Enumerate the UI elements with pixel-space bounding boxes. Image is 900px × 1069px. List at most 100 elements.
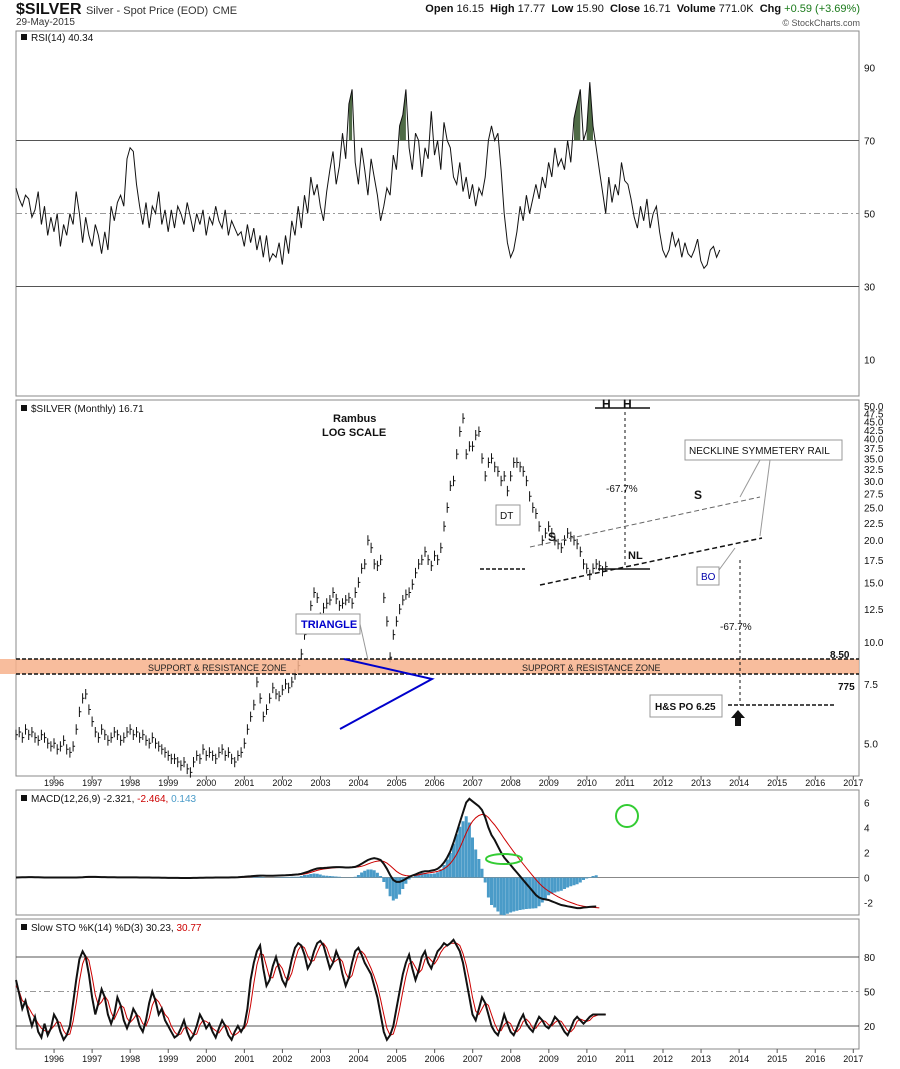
xaxis-1-label-15: 2011: [615, 778, 634, 788]
sto-panel: 20 50 80: [15, 938, 876, 1042]
dt-label: DT: [500, 511, 513, 522]
open-label: Open: [425, 3, 454, 15]
macd-panel: -2 0 2 4 6: [15, 797, 873, 916]
close-label: Close: [610, 3, 640, 15]
xaxis-1-label-2: 1998: [120, 778, 140, 788]
sto-swatch: [21, 924, 27, 930]
price-tick-5: 17.5: [864, 556, 884, 567]
price-tick-15: 42.5: [864, 426, 884, 437]
sto-tick-0: 20: [864, 1022, 876, 1033]
exchange: CME: [212, 5, 238, 17]
sto-title-name: Slow STO %K(14) %D(3): [31, 923, 143, 934]
price-tick-4: 15.0: [864, 578, 884, 589]
sto-legend: Slow STO %K(14) %D(3) 30.23, 30.77: [21, 923, 202, 934]
xaxis-2-label-9: 2005: [387, 1054, 407, 1064]
po-arrow-icon: [731, 710, 745, 726]
low-value: 15.90: [576, 3, 604, 15]
xaxis-2-label-6: 2002: [272, 1054, 292, 1064]
macd-title-hist: 0.143: [171, 794, 196, 805]
macd-title-value: -2.321,: [103, 794, 134, 805]
xaxis-1-label-13: 2009: [539, 778, 559, 788]
xaxis-2-label-3: 1999: [158, 1054, 178, 1064]
price-tick-2: 10.0: [864, 638, 884, 649]
dt-callout: [495, 504, 521, 526]
macd-tick-4: 6: [864, 799, 870, 810]
macd-tick-3: 4: [864, 824, 870, 835]
xaxis-2-label-18: 2014: [729, 1054, 749, 1064]
xaxis-1-label-3: 1999: [158, 778, 178, 788]
price-tick-3: 12.5: [864, 605, 884, 616]
xaxis-2-label-20: 2016: [805, 1054, 825, 1064]
ohlc-readout: Open 16.15 High 17.77 Low 15.90 Close 16…: [425, 3, 860, 15]
macd-tick-2: 2: [864, 849, 870, 860]
price-tick-17: 47.5: [864, 410, 884, 421]
xaxis-2-label-19: 2015: [767, 1054, 787, 1064]
po-label: H&S PO 6.25: [655, 702, 716, 713]
price-tick-14: 40.0: [864, 435, 884, 446]
price-tick-8: 25.0: [864, 504, 884, 515]
chg-label: Chg: [759, 3, 782, 15]
price-tick-18: 50.0: [864, 402, 884, 413]
xaxis-1-label-19: 2015: [767, 778, 787, 788]
macd-swatch: [21, 795, 27, 801]
xaxis-2-label-5: 2001: [234, 1054, 254, 1064]
symmetry-rail-label: NECKLINE SYMMETERY RAIL: [689, 446, 830, 457]
xaxis-1-label-9: 2005: [387, 778, 407, 788]
xaxis-1-label-11: 2007: [463, 778, 483, 788]
rsi-line: [15, 82, 721, 270]
xaxis-2-label-8: 2004: [349, 1054, 369, 1064]
price-tick-0: 5.0: [864, 739, 878, 750]
low-label: Low: [551, 3, 574, 15]
xaxis-1-label-8: 2004: [349, 778, 369, 788]
macd-tick-0: -2: [864, 899, 873, 910]
xaxis-2-label-10: 2006: [425, 1054, 445, 1064]
po-pct-label: -67.7%: [720, 622, 752, 633]
symbol-subtitle: Silver - Spot Price (EOD): [85, 5, 209, 17]
xaxis-1-label-20: 2016: [805, 778, 825, 788]
price-tick-6: 20.0: [864, 536, 884, 547]
price-tick-11: 32.5: [864, 465, 884, 476]
chart-header: $SILVER Silver - Spot Price (EOD) CME 29…: [0, 0, 900, 30]
xaxis-2-label-1: 1997: [82, 1054, 102, 1064]
sto-title-d: 30.77: [176, 923, 201, 934]
price-panel-frame: [15, 399, 860, 777]
macd-histogram: [17, 816, 598, 916]
sto-tick-2: 80: [864, 953, 876, 964]
copyright: © StockCharts.com: [782, 18, 860, 28]
head-label-1: H: [602, 397, 611, 411]
volume-value: 771.0K: [718, 3, 754, 15]
macd-legend: MACD(12,26,9) -2.321, -2.464, 0.143: [21, 794, 197, 805]
head-pct-label: -67.7%: [606, 484, 638, 495]
xaxis-2-label-15: 2011: [615, 1054, 634, 1064]
xaxis-2-label-7: 2003: [310, 1054, 330, 1064]
symmetry-rail-pointer-1: [739, 459, 761, 498]
sto-k-line: [15, 938, 606, 1042]
rsi-tick-2: 50: [864, 210, 876, 221]
xaxis-2-label-4: 2000: [196, 1054, 216, 1064]
macd-cross-circle-2011: [615, 804, 639, 828]
x-axis-sto: 1996 1997 1998 1999 2000 2001 2002 2003 2004 2005…: [44, 1049, 863, 1064]
xaxis-2-label-12: 2008: [501, 1054, 521, 1064]
xaxis-2-label-11: 2007: [463, 1054, 483, 1064]
xaxis-1-label-0: 1996: [44, 778, 64, 788]
macd-cross-circle-2008: [485, 853, 523, 865]
right-shoulder-label: S: [694, 488, 702, 502]
neckline-symmetry-rail: [529, 496, 761, 548]
symbol: $SILVER: [16, 1, 82, 18]
high-label: High: [490, 3, 515, 15]
rambus-label: Rambus: [333, 413, 376, 425]
xaxis-1-label-21: 2017: [843, 778, 863, 788]
xaxis-1-label-14: 2010: [577, 778, 597, 788]
volume-label: Volume: [676, 3, 716, 15]
close-value: 16.71: [643, 3, 671, 15]
rsi-overbought-fill: [399, 89, 406, 141]
log-scale-label: LOG SCALE: [322, 427, 386, 439]
macd-tick-1: 0: [864, 874, 870, 885]
price-tick-10: 30.0: [864, 477, 884, 488]
chart-date: 29-May-2015: [16, 17, 75, 28]
xaxis-1-label-7: 2003: [310, 778, 330, 788]
xaxis-2-label-0: 1996: [44, 1054, 64, 1064]
rsi-tick-1: 30: [864, 283, 876, 294]
support-resistance-zone: [0, 659, 859, 674]
zone-label-right: SUPPORT & RESISTANCE ZONE: [522, 663, 661, 673]
